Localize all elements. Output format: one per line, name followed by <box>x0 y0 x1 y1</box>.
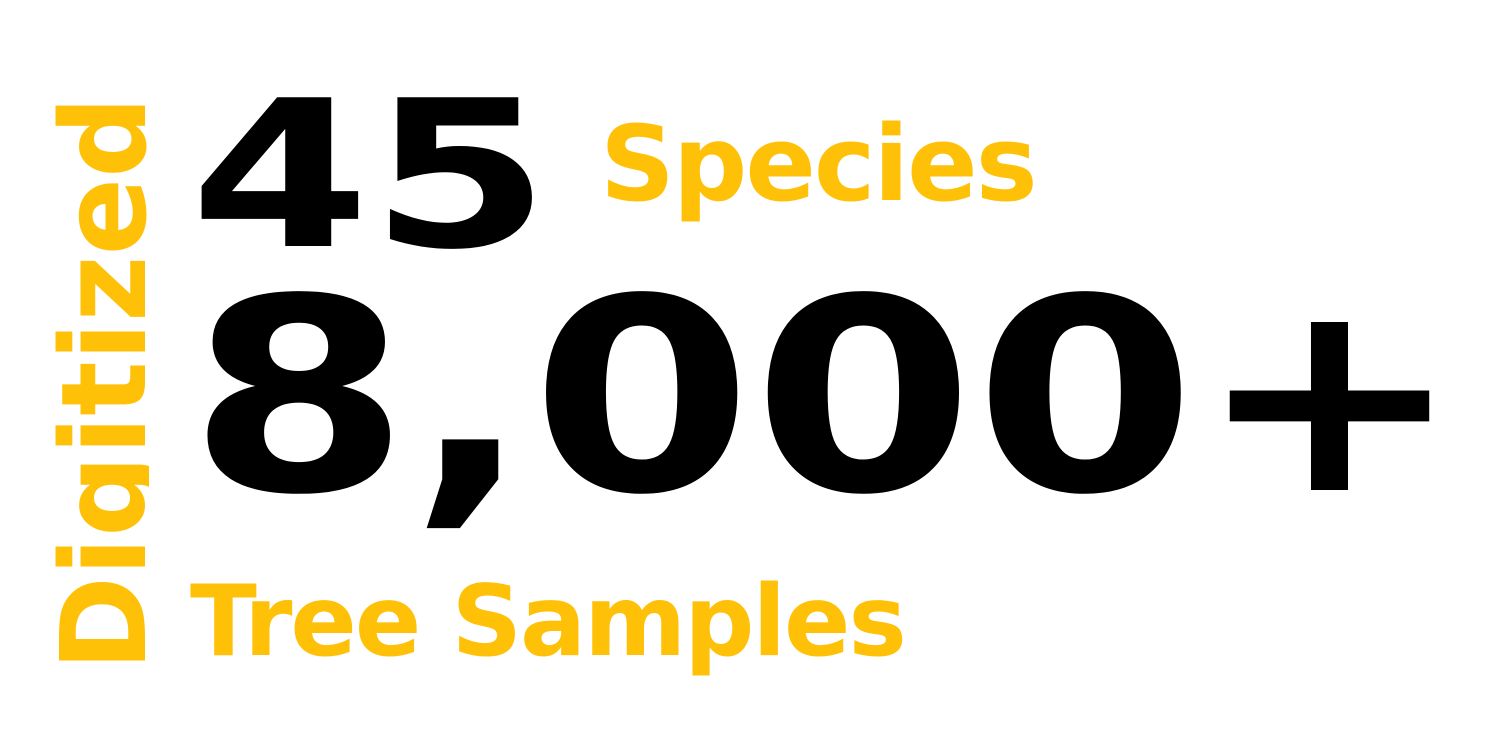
species-count-svg: 45 <box>190 58 550 295</box>
digitized-label-text: Digitized <box>42 96 149 671</box>
digitized-label: Digitized <box>42 95 149 673</box>
digitized-label-svg: Digitized <box>42 96 149 671</box>
samples-count-text: 8,000+ <box>188 242 1463 554</box>
samples-count-svg: 8,000+ <box>188 242 1463 554</box>
samples-label: Tree Samples <box>190 565 907 679</box>
species-count: 45 <box>190 58 560 295</box>
species-label: Species <box>600 103 1038 225</box>
species-count-text: 45 <box>190 58 550 295</box>
samples-count: 8,000+ <box>180 242 1470 554</box>
